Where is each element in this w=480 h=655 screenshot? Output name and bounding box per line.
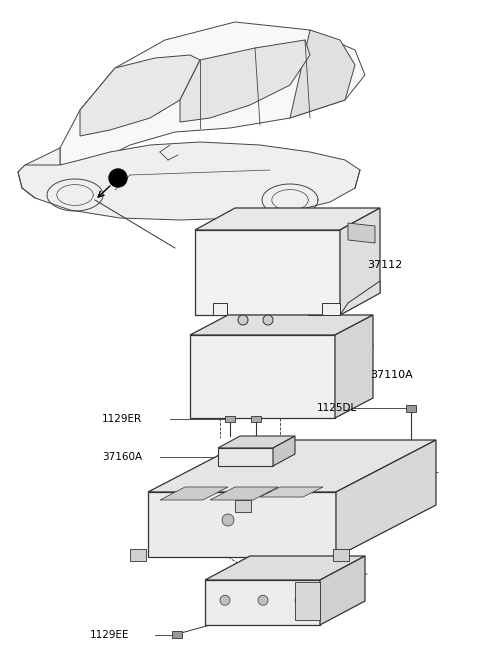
Circle shape bbox=[258, 595, 268, 605]
Text: 37130: 37130 bbox=[327, 577, 362, 587]
Polygon shape bbox=[251, 416, 261, 422]
Circle shape bbox=[220, 595, 230, 605]
Polygon shape bbox=[60, 22, 365, 168]
Polygon shape bbox=[218, 436, 295, 448]
Polygon shape bbox=[260, 487, 323, 497]
Circle shape bbox=[263, 315, 273, 325]
Polygon shape bbox=[273, 436, 295, 466]
Text: 37150: 37150 bbox=[342, 477, 377, 487]
Polygon shape bbox=[295, 582, 320, 620]
Text: 37160A: 37160A bbox=[102, 452, 142, 462]
Polygon shape bbox=[160, 487, 228, 500]
Text: 1129EE: 1129EE bbox=[90, 630, 130, 640]
Polygon shape bbox=[172, 631, 182, 638]
Polygon shape bbox=[195, 303, 227, 315]
Bar bbox=[333, 549, 349, 561]
Text: 1125DL: 1125DL bbox=[317, 403, 357, 413]
Polygon shape bbox=[180, 40, 310, 122]
Polygon shape bbox=[225, 416, 235, 422]
Polygon shape bbox=[218, 448, 273, 466]
Polygon shape bbox=[348, 223, 375, 243]
Polygon shape bbox=[190, 335, 335, 418]
Polygon shape bbox=[195, 208, 380, 230]
Polygon shape bbox=[320, 556, 365, 625]
Polygon shape bbox=[205, 556, 365, 580]
Polygon shape bbox=[336, 440, 436, 557]
Polygon shape bbox=[340, 281, 380, 315]
Circle shape bbox=[238, 315, 248, 325]
Polygon shape bbox=[340, 208, 380, 315]
Polygon shape bbox=[148, 492, 336, 557]
Polygon shape bbox=[190, 315, 373, 335]
Polygon shape bbox=[290, 30, 355, 118]
Polygon shape bbox=[210, 487, 278, 500]
Bar bbox=[130, 549, 146, 561]
Circle shape bbox=[295, 595, 305, 605]
Polygon shape bbox=[406, 405, 416, 412]
Circle shape bbox=[109, 169, 127, 187]
Polygon shape bbox=[195, 230, 340, 315]
Text: 37110A: 37110A bbox=[370, 370, 413, 380]
Polygon shape bbox=[18, 142, 360, 220]
Bar bbox=[235, 500, 251, 512]
Text: 1129ER: 1129ER bbox=[102, 414, 142, 424]
Polygon shape bbox=[308, 303, 340, 315]
Polygon shape bbox=[148, 440, 436, 492]
Polygon shape bbox=[18, 148, 80, 192]
Circle shape bbox=[222, 514, 234, 526]
Polygon shape bbox=[80, 55, 200, 136]
Text: 37112: 37112 bbox=[367, 260, 402, 270]
Polygon shape bbox=[335, 315, 373, 418]
Polygon shape bbox=[205, 580, 320, 625]
